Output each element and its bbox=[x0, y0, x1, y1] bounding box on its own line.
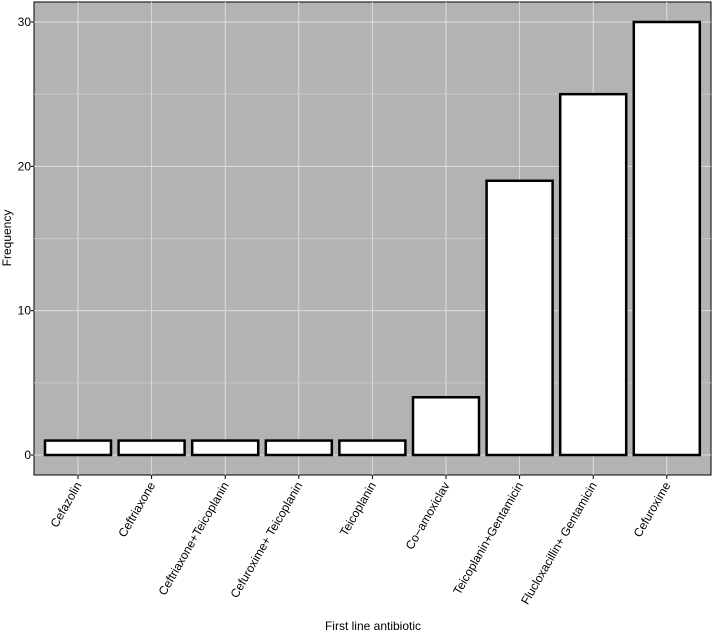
x-tick-label: Co−amoxiclav bbox=[403, 480, 453, 553]
y-tick-label: 20 bbox=[18, 159, 32, 173]
bar-5 bbox=[338, 439, 407, 457]
bar-1 bbox=[43, 439, 113, 457]
y-axis-title: Frequency bbox=[0, 210, 14, 267]
y-axis-ticks: 0 10 20 30 bbox=[18, 15, 34, 462]
x-axis-title: First line antibiotic bbox=[325, 619, 421, 632]
x-tick-label: Ceftriaxone bbox=[115, 479, 158, 539]
bars bbox=[43, 20, 702, 457]
bar-8 bbox=[558, 92, 628, 457]
bar-3 bbox=[190, 439, 260, 457]
x-tick-label: Cefuroxime bbox=[631, 479, 674, 539]
bar-6 bbox=[411, 396, 481, 457]
x-tick-label: Cefazolin bbox=[47, 480, 84, 530]
bar-4 bbox=[264, 439, 334, 457]
x-tick-label: Teicoplanin bbox=[337, 480, 379, 539]
x-tick-label: Flucloxacillin+ Gentamicin bbox=[518, 480, 600, 607]
x-tick-label: Teicoplanin+Gentamicin bbox=[450, 480, 526, 598]
x-tick-label: Ceftriaxone+Teicoplanin bbox=[155, 480, 231, 598]
y-tick-label: 0 bbox=[24, 448, 31, 462]
bar-2 bbox=[117, 439, 186, 457]
bar-7 bbox=[485, 179, 554, 457]
bar-9 bbox=[632, 20, 702, 457]
y-tick-label: 30 bbox=[18, 15, 32, 29]
y-tick-label: 10 bbox=[18, 304, 32, 318]
x-tick-label: Cefuroxime+ Teicoplanin bbox=[228, 480, 306, 601]
x-axis-ticks: Cefazolin CeftriaxoneCeftriaxone+Teicopla… bbox=[47, 475, 674, 607]
